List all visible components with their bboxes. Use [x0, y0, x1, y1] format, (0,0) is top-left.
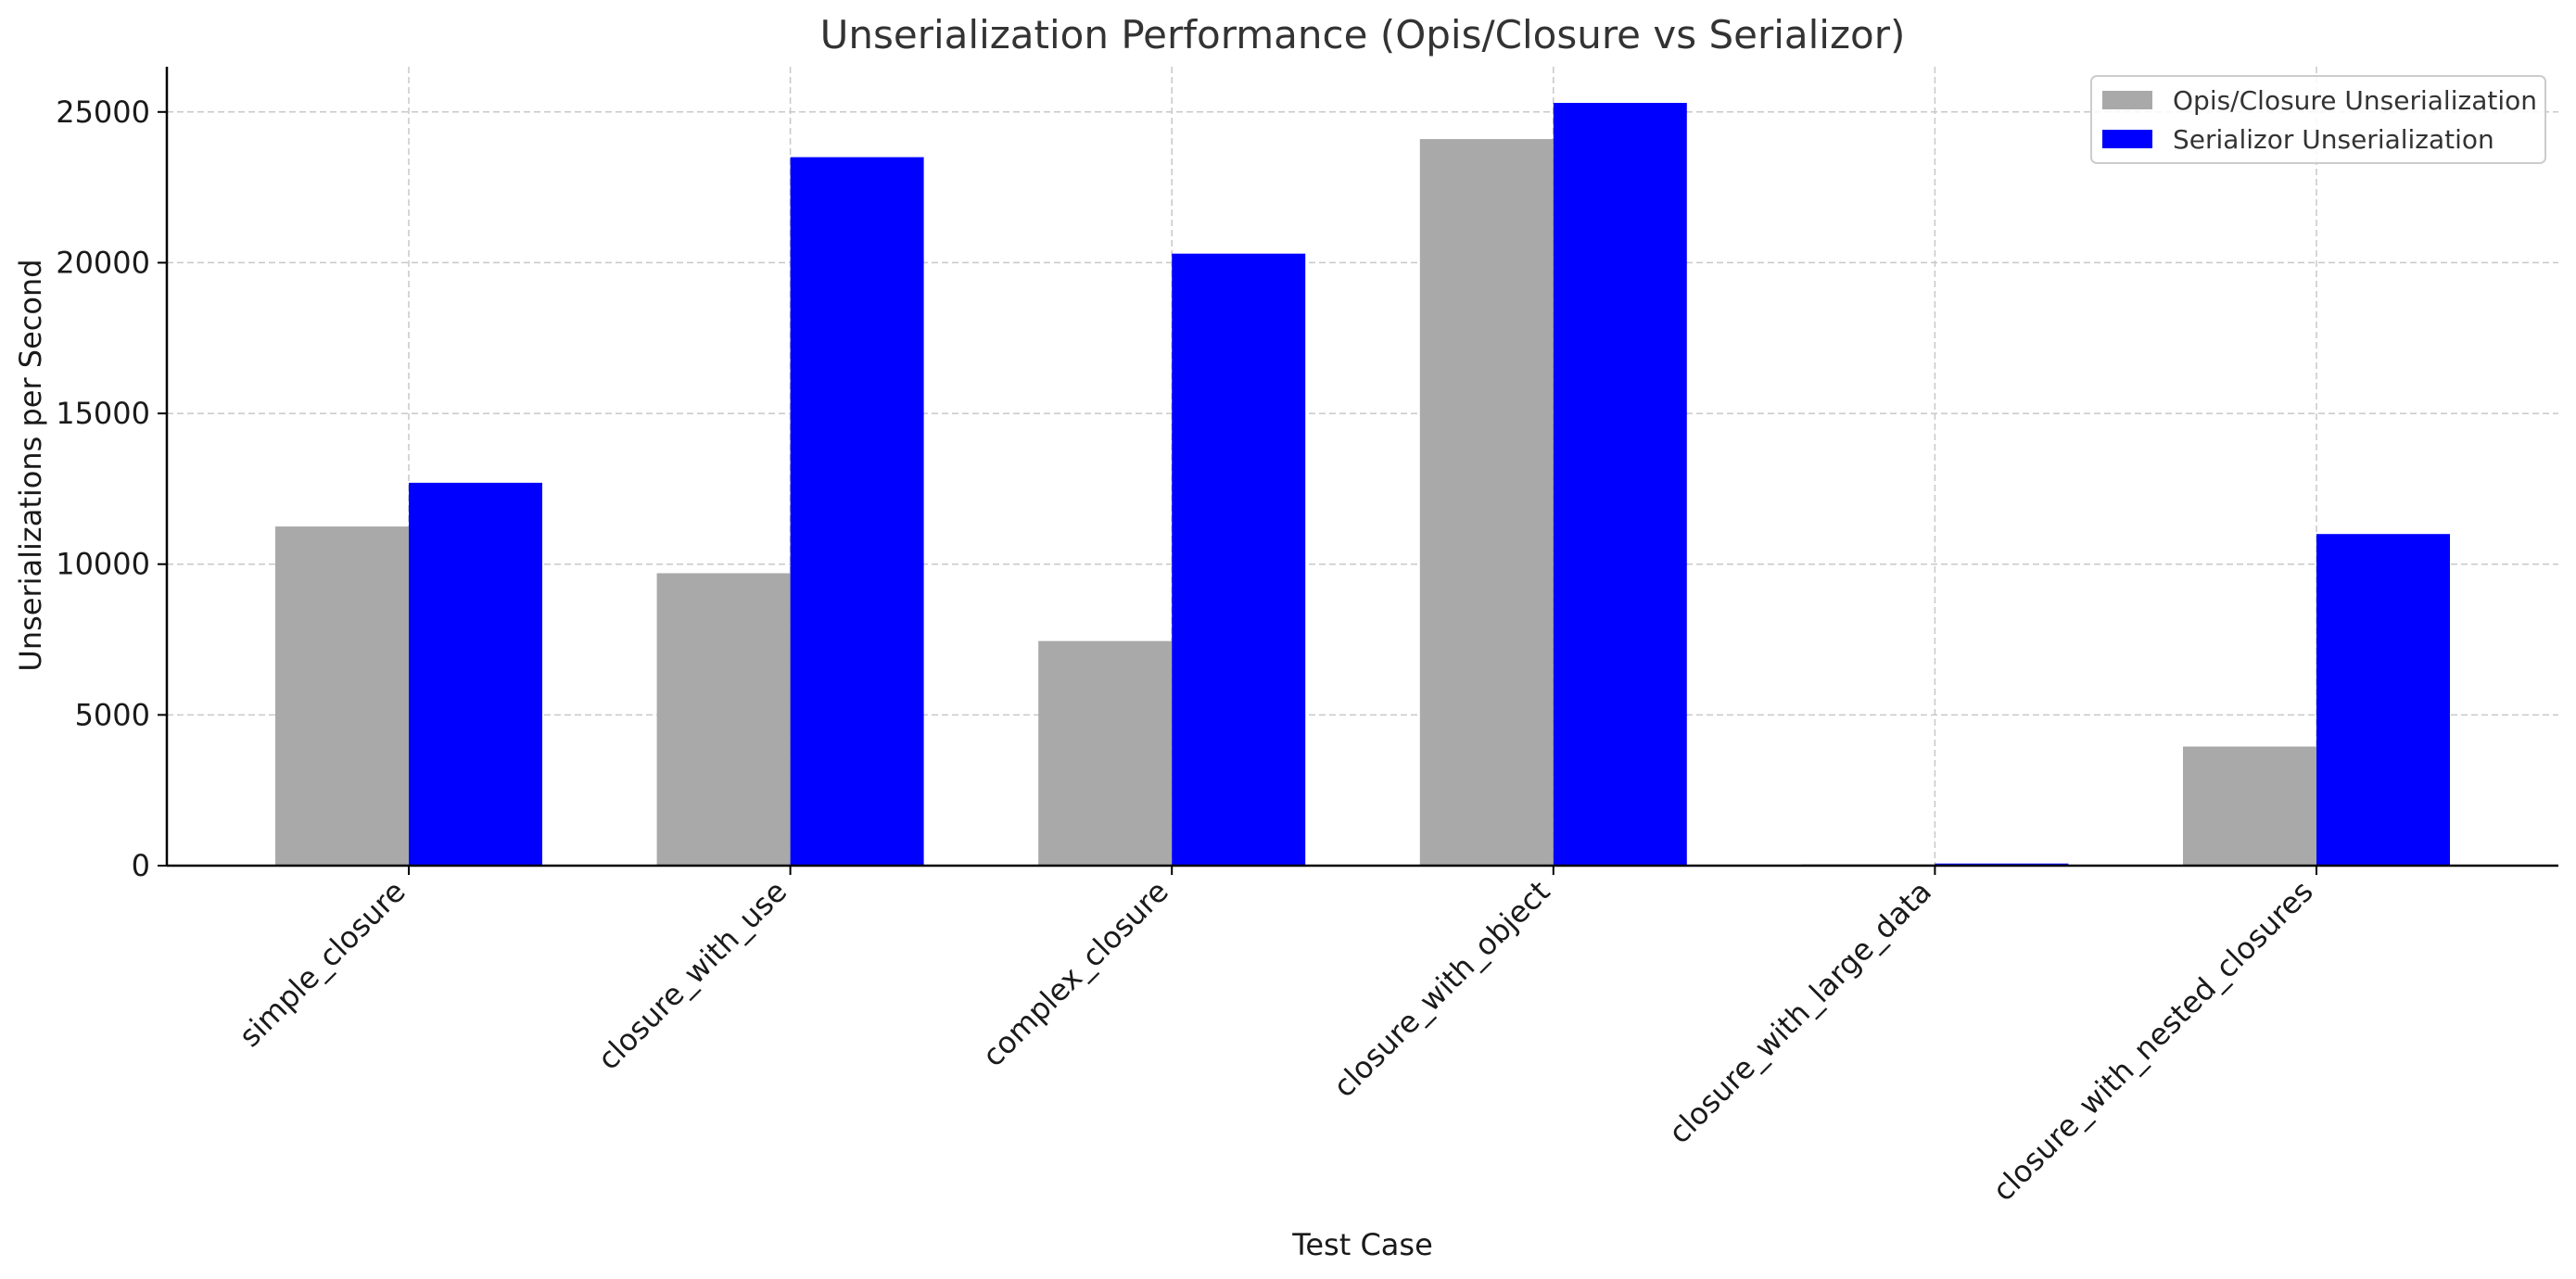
legend-swatch-serializor	[2102, 130, 2152, 148]
bar-opis-closure	[2183, 746, 2316, 866]
bar-serializor	[409, 482, 542, 866]
y-tick-label: 0	[132, 848, 150, 883]
x-axis-title: Test Case	[1291, 1227, 1433, 1262]
legend: Opis/Closure Unserialization Serializor …	[2090, 75, 2546, 164]
chart-title: Unserialization Performance (Opis/Closur…	[820, 12, 1906, 57]
axes	[165, 67, 2558, 867]
legend-frame	[2090, 75, 2546, 164]
bar-opis-closure	[1038, 640, 1173, 866]
y-tick-label: 10000	[56, 547, 150, 582]
y-axis-title: Unserializations per Second	[13, 259, 48, 671]
y-tick-label: 20000	[56, 245, 150, 280]
legend-label-serializor: Serializor Unserialization	[2173, 124, 2494, 155]
y-tick-label: 15000	[56, 396, 150, 431]
y-tick-label: 5000	[75, 697, 150, 732]
bar-serializor	[1553, 103, 1687, 867]
bar-opis-closure	[1419, 139, 1554, 866]
y-tick-label: 25000	[56, 95, 150, 130]
legend-swatch-opis	[2102, 91, 2152, 109]
bar-serializor	[2316, 534, 2450, 866]
bar-opis-closure	[275, 526, 409, 866]
bar-serializor	[1172, 253, 1306, 866]
legend-label-opis: Opis/Closure Unserialization	[2173, 85, 2537, 116]
bars	[275, 103, 2450, 867]
bar-serializor	[790, 157, 924, 866]
bar-opis-closure	[656, 573, 791, 866]
